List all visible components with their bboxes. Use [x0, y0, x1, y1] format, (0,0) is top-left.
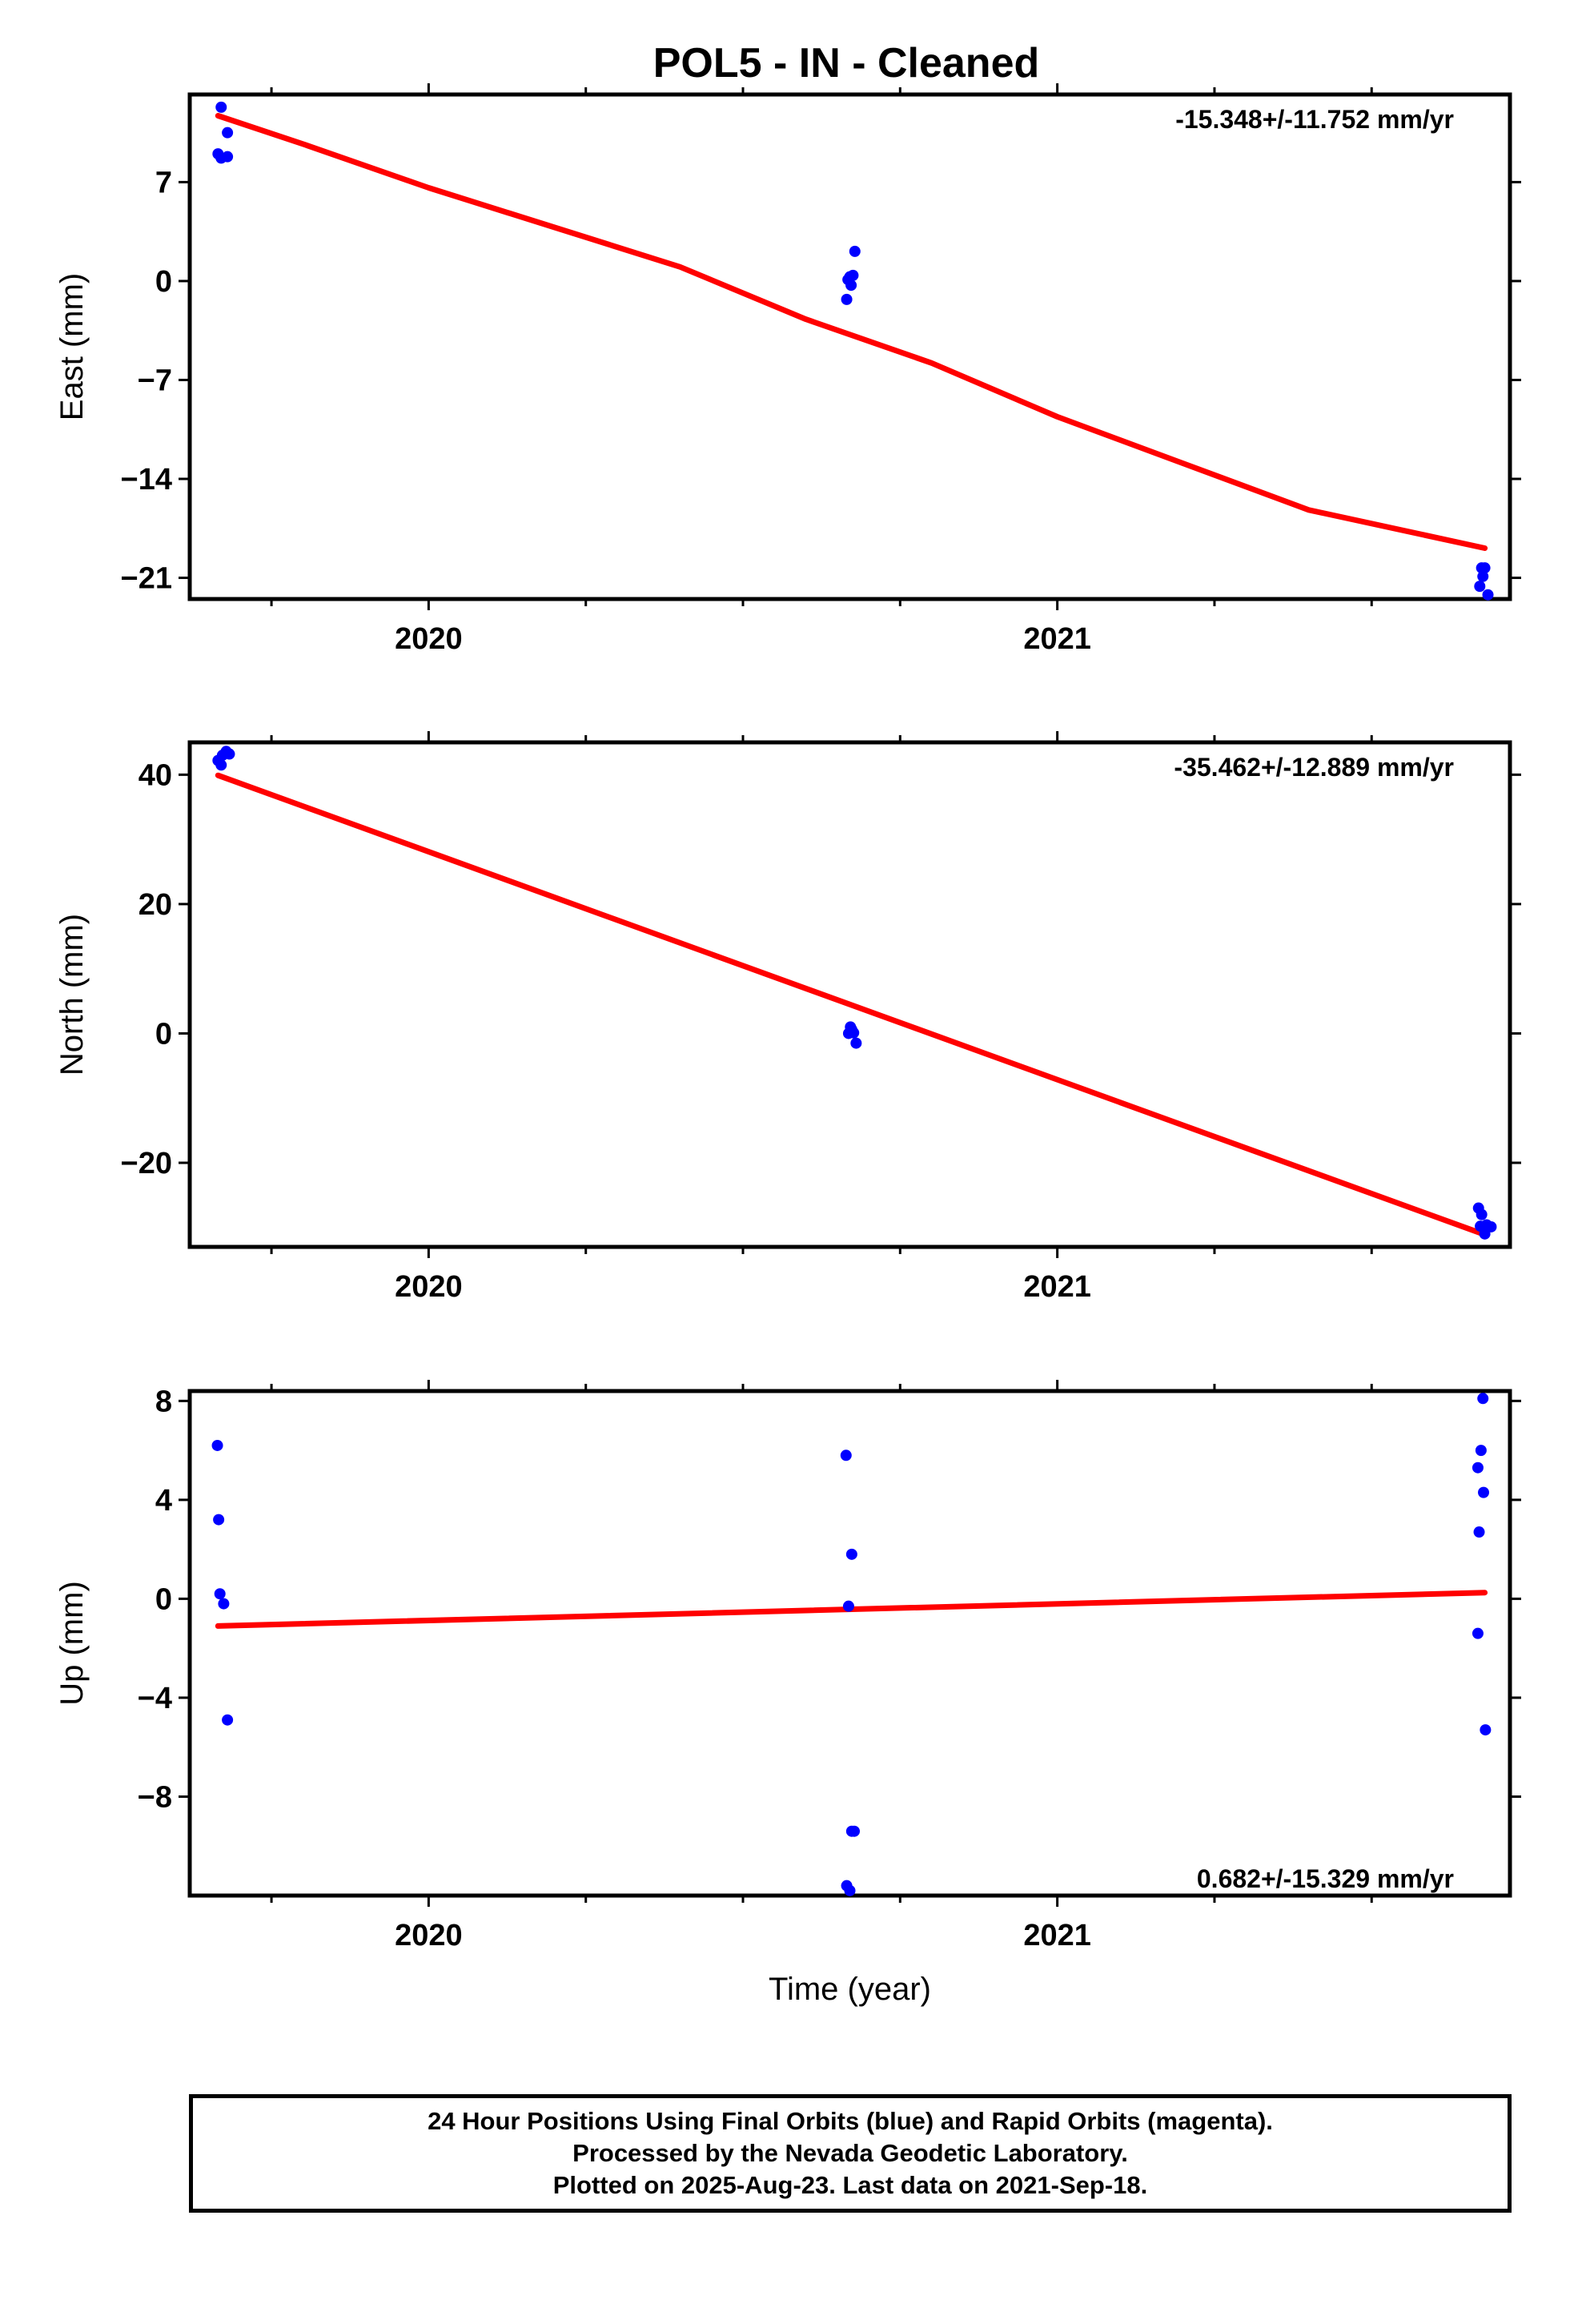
east-data-point	[849, 245, 861, 257]
up-xtick-label: 2020	[395, 1919, 463, 1952]
up-data-point	[213, 1514, 225, 1526]
north-data-point	[223, 748, 235, 760]
north-xtick-label: 2021	[1023, 1270, 1091, 1304]
north-trend-line	[215, 772, 1488, 1238]
east-xtick-label: 2020	[395, 622, 463, 656]
north-data-point	[1476, 1208, 1488, 1220]
east-ytick-label: −21	[121, 562, 172, 596]
up-rate-label: 0.682+/-15.329 mm/yr	[1197, 1864, 1454, 1893]
east-data-point	[1482, 589, 1494, 601]
east-ytick-label: −14	[121, 463, 172, 497]
east-ylabel: East (mm)	[54, 273, 90, 420]
up-data-point	[844, 1884, 856, 1896]
up-data-point	[842, 1600, 854, 1612]
up-data-point	[222, 1714, 234, 1726]
north-data-point	[848, 1027, 860, 1039]
east-data-point	[215, 101, 227, 113]
up-data-point	[845, 1548, 857, 1560]
north-ytick-label: −20	[121, 1147, 172, 1180]
up-data-point	[1472, 1627, 1484, 1639]
up-panel: 2020 2021 8 4 0 −4 −8 Up (mm) Time (year) 0.682+/…	[54, 1380, 1521, 2007]
east-data-point	[1474, 581, 1486, 593]
north-xtick-label: 2020	[395, 1270, 463, 1304]
east-frame	[187, 92, 1512, 601]
footer-line-1: 24 Hour Positions Using Final Orbits (bl…	[428, 2107, 1273, 2135]
north-ylabel: North (mm)	[54, 914, 90, 1076]
up-data-point	[848, 1825, 860, 1837]
north-frame	[187, 740, 1512, 1249]
east-data-point	[1477, 570, 1489, 582]
east-data-point	[222, 151, 234, 163]
east-data-point	[845, 279, 857, 292]
north-ytick-label: 40	[139, 758, 172, 792]
north-rate-label: -35.462+/-12.889 mm/yr	[1174, 753, 1454, 782]
footer-line-2: Processed by the Nevada Geodetic Laborat…	[572, 2139, 1128, 2167]
up-data-point	[214, 1588, 226, 1600]
east-data-point	[841, 293, 853, 305]
north-data-point	[850, 1037, 862, 1049]
east-data-point	[1479, 562, 1491, 574]
up-ytick-label: −8	[138, 1780, 172, 1814]
east-ytick-label: −7	[138, 364, 172, 397]
up-data-point	[1473, 1526, 1485, 1538]
up-ytick-label: 4	[155, 1484, 172, 1518]
up-frame	[187, 1389, 1512, 1898]
east-ytick-label: 0	[155, 265, 172, 299]
north-data-point	[215, 759, 227, 771]
up-data-point	[218, 1598, 230, 1610]
east-data-point	[222, 127, 234, 139]
up-data-point	[1472, 1462, 1484, 1474]
up-ytick-label: 8	[155, 1385, 172, 1418]
up-data-point	[211, 1439, 223, 1451]
up-xlabel: Time (year)	[769, 1972, 931, 2007]
east-trend-line	[215, 113, 1488, 551]
up-ytick-label: 0	[155, 1582, 172, 1616]
footer-box: 24 Hour Positions Using Final Orbits (bl…	[189, 2094, 1512, 2213]
north-data-point	[1479, 1228, 1491, 1240]
east-panel: 2020 2021 7 0 −7 −14 −21 East (mm) -15.348+/-11.…	[54, 83, 1521, 656]
up-data-point	[1475, 1445, 1487, 1457]
east-xtick-label: 2021	[1023, 622, 1091, 656]
chart-title: POL5 - IN - Cleaned	[653, 40, 1040, 86]
east-data-point	[847, 269, 859, 281]
north-panel: 2020 2021 40 20 0 −20 North (mm) -35.462+/-12.8…	[54, 731, 1521, 1304]
east-ytick-label: 7	[155, 166, 172, 199]
north-ytick-label: 0	[155, 1017, 172, 1051]
footer-line-3: Plotted on 2025-Aug-23. Last data on 202…	[552, 2171, 1148, 2199]
up-data-point	[1480, 1724, 1492, 1736]
up-data-point	[1477, 1393, 1489, 1405]
east-rate-label: -15.348+/-11.752 mm/yr	[1175, 105, 1454, 134]
up-data-point	[840, 1449, 852, 1462]
up-ytick-label: −4	[138, 1682, 172, 1715]
up-ylabel: Up (mm)	[54, 1581, 90, 1706]
north-ytick-label: 20	[139, 888, 172, 922]
up-xtick-label: 2021	[1023, 1919, 1091, 1952]
up-data-point	[1478, 1486, 1490, 1498]
